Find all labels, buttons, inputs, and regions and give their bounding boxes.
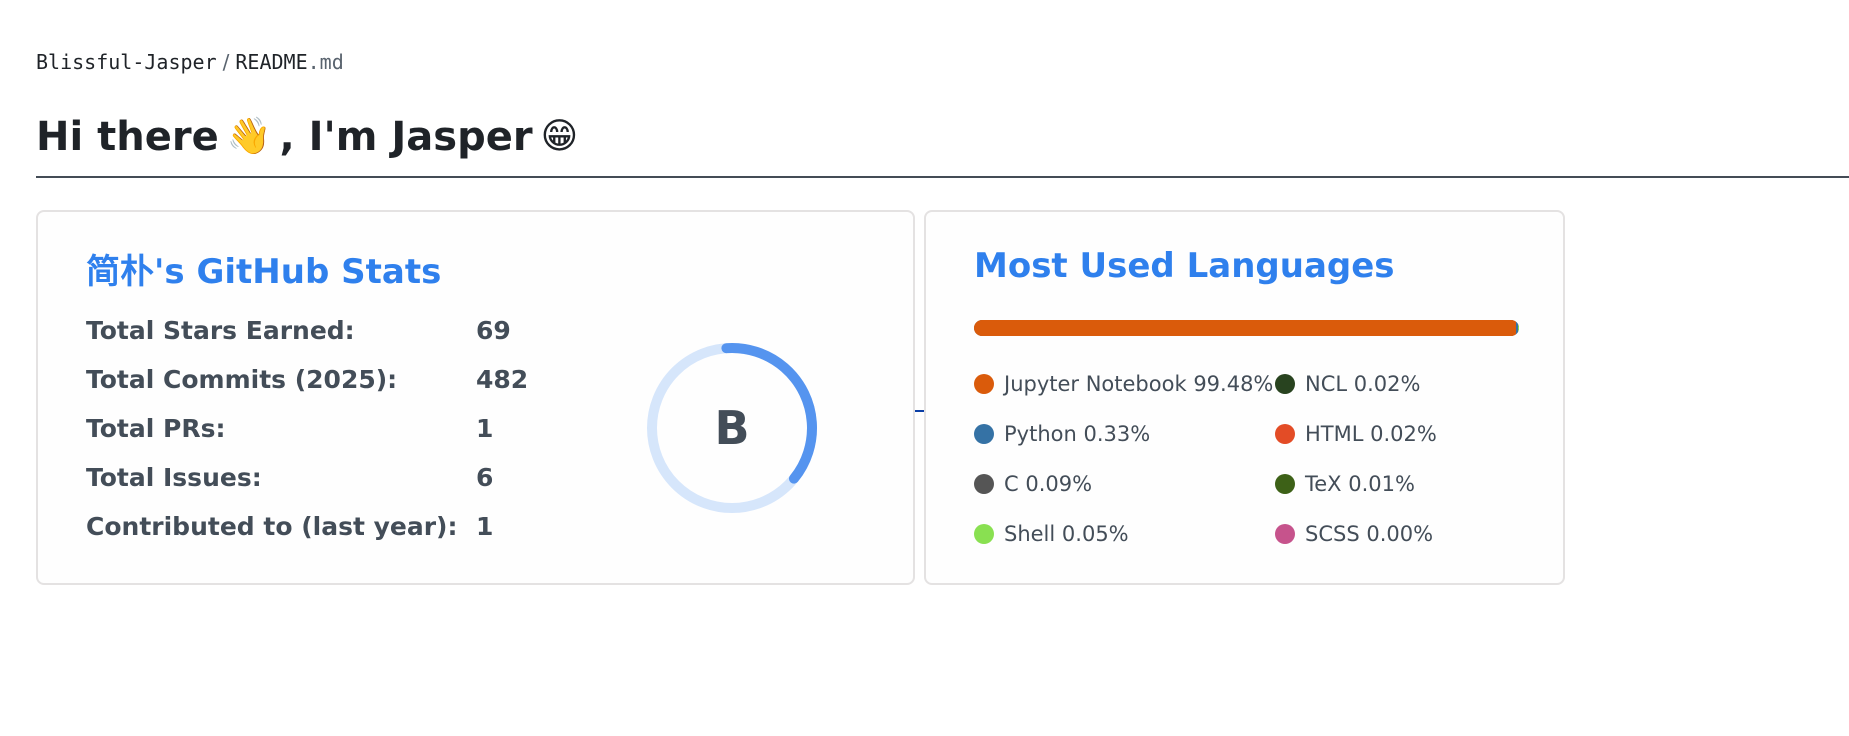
breadcrumb: Blissful-Jasper / README.md — [36, 50, 344, 74]
stat-label: Total PRs: — [86, 414, 226, 443]
language-item: SCSS 0.00% — [1275, 522, 1433, 546]
stat-row-prs: Total PRs: 1 — [86, 414, 596, 443]
language-name: NCL — [1305, 372, 1348, 396]
breadcrumb-file-name: README.md — [235, 50, 343, 74]
language-percent: 0.02% — [1353, 372, 1421, 396]
language-color-dot — [974, 374, 994, 394]
stat-value: 6 — [476, 463, 494, 492]
language-name: C — [1004, 472, 1019, 496]
stat-value: 482 — [476, 365, 529, 394]
language-color-dot — [1275, 474, 1295, 494]
title-name: , I'm Jasper — [279, 114, 533, 160]
language-percent: 0.09% — [1025, 472, 1093, 496]
waving-hand-icon: 👋 — [226, 116, 272, 157]
language-progress-bar — [974, 320, 1519, 336]
language-color-dot — [1275, 524, 1295, 544]
language-color-dot — [974, 524, 994, 544]
stat-row-issues: Total Issues: 6 — [86, 463, 596, 492]
top-languages-card[interactable]: Most Used Languages Jupyter Notebook 99.… — [924, 210, 1565, 585]
stat-label: Total Stars Earned: — [86, 316, 355, 345]
language-name: Jupyter Notebook — [1004, 372, 1187, 396]
language-item: NCL 0.02% — [1275, 372, 1420, 396]
stat-label: Contributed to (last year): — [86, 512, 458, 541]
language-name: TeX — [1305, 472, 1342, 496]
stat-value: 1 — [476, 512, 494, 541]
language-name: Shell — [1004, 522, 1056, 546]
language-percent: 0.00% — [1366, 522, 1434, 546]
language-percent: 0.33% — [1083, 422, 1151, 446]
github-stats-card[interactable]: 简朴's GitHub Stats Total Stars Earned: 69… — [36, 210, 915, 585]
languages-card-title: Most Used Languages — [974, 246, 1395, 286]
title-greeting: Hi there — [36, 114, 219, 160]
language-color-dot — [1275, 374, 1295, 394]
language-bar-segment — [1516, 320, 1518, 336]
language-item: C 0.09% — [974, 472, 1092, 496]
language-percent: 0.01% — [1348, 472, 1415, 496]
rank-ring-progress — [647, 343, 817, 513]
stat-row-commits: Total Commits (2025): 482 — [86, 365, 596, 394]
language-percent: 99.48% — [1193, 372, 1274, 396]
language-name: HTML — [1305, 422, 1364, 446]
grinning-face-icon: 😁 — [540, 116, 579, 157]
language-item: Jupyter Notebook 99.48% — [974, 372, 1273, 396]
page-title: Hi there 👋 , I'm Jasper 😁 — [36, 114, 586, 160]
language-item: Python 0.33% — [974, 422, 1150, 446]
breadcrumb-separator: / — [222, 50, 230, 74]
language-percent: 0.05% — [1061, 522, 1129, 546]
language-color-dot — [974, 424, 994, 444]
file-basename: README — [235, 50, 308, 74]
stat-label: Total Issues: — [86, 463, 262, 492]
language-bar-segment — [974, 320, 1517, 336]
stat-value: 1 — [476, 414, 494, 443]
language-percent: 0.02% — [1370, 422, 1437, 446]
language-name: SCSS — [1305, 522, 1360, 546]
language-color-dot — [974, 474, 994, 494]
card-connector — [915, 410, 924, 412]
language-name: Python — [1004, 422, 1077, 446]
stat-label: Total Commits (2025): — [86, 365, 398, 394]
rank-grade: B — [714, 401, 749, 455]
stat-value: 69 — [476, 316, 511, 345]
file-extension: .md — [307, 50, 344, 74]
language-item: Shell 0.05% — [974, 522, 1129, 546]
breadcrumb-repo-link[interactable]: Blissful-Jasper — [36, 50, 217, 74]
stats-card-title: 简朴's GitHub Stats — [86, 252, 442, 292]
stat-row-stars: Total Stars Earned: 69 — [86, 316, 596, 345]
stat-row-contributed: Contributed to (last year): 1 — [86, 512, 596, 541]
heading-divider — [36, 176, 1849, 178]
language-color-dot — [1275, 424, 1295, 444]
rank-circle: B — [647, 343, 817, 513]
language-item: TeX 0.01% — [1275, 472, 1415, 496]
language-item: HTML 0.02% — [1275, 422, 1437, 446]
